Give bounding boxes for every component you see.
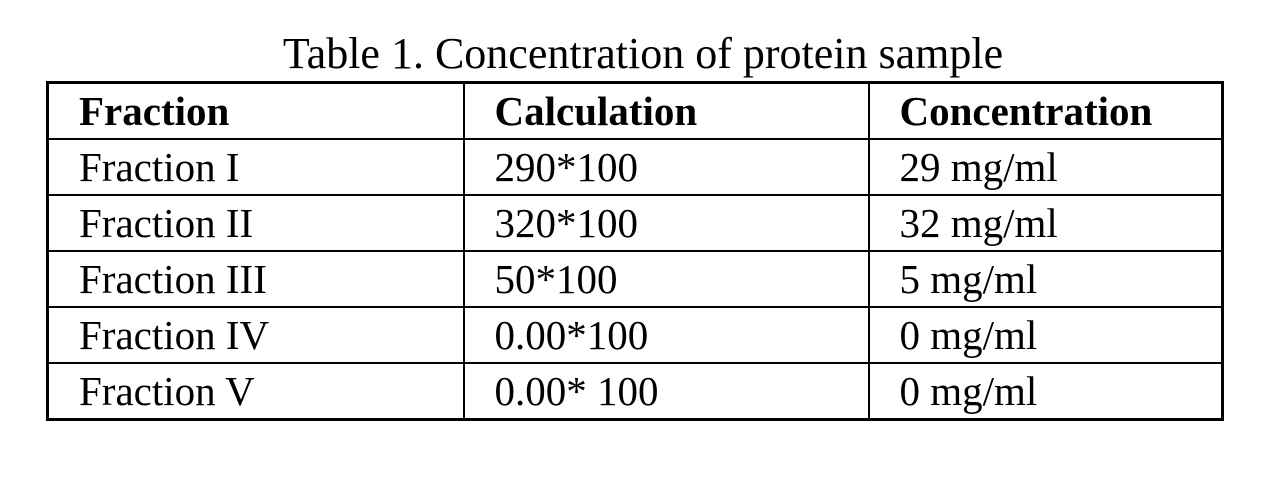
table-cell: Fraction IV [46,306,465,364]
table-row: Fraction IV 0.00*100 0 mg/ml [46,306,1224,364]
table-header: Fraction Calculation Concentration [46,81,1224,140]
table-cell: 0.00* 100 [462,362,870,421]
table-cell: 29 mg/ml [867,138,1224,196]
table-cell: 290*100 [462,138,870,196]
table-row: Fraction II 320*100 32 mg/ml [46,194,1224,252]
table-cell: 0 mg/ml [867,362,1224,421]
table-row: Fraction I 290*100 29 mg/ml [46,138,1224,196]
table-cell: Fraction V [46,362,465,421]
table-cell: 0 mg/ml [867,306,1224,364]
table-cell: 5 mg/ml [867,250,1224,308]
table-cell: Fraction III [46,250,465,308]
table-row: Fraction V 0.00* 100 0 mg/ml [46,362,1224,421]
header-row: Fraction Calculation Concentration [46,81,1224,140]
table-row: Fraction III 50*100 5 mg/ml [46,250,1224,308]
header-cell: Fraction [46,81,465,140]
table-cell: 0.00*100 [462,306,870,364]
table-body: Fraction I 290*100 29 mg/ml Fraction II 320*… [46,138,1224,421]
table-cell: Fraction I [46,138,465,196]
table-cell: 50*100 [462,250,870,308]
table-cell: Fraction II [46,194,465,252]
data-table: Fraction Calculation Concentration Fractio… [46,81,1224,421]
header-cell: Concentration [867,81,1224,140]
table-cell: 320*100 [462,194,870,252]
table-cell: 32 mg/ml [867,194,1224,252]
table-title: Table 1. Concentration of protein sample [282,29,1004,78]
header-cell: Calculation [462,81,870,140]
